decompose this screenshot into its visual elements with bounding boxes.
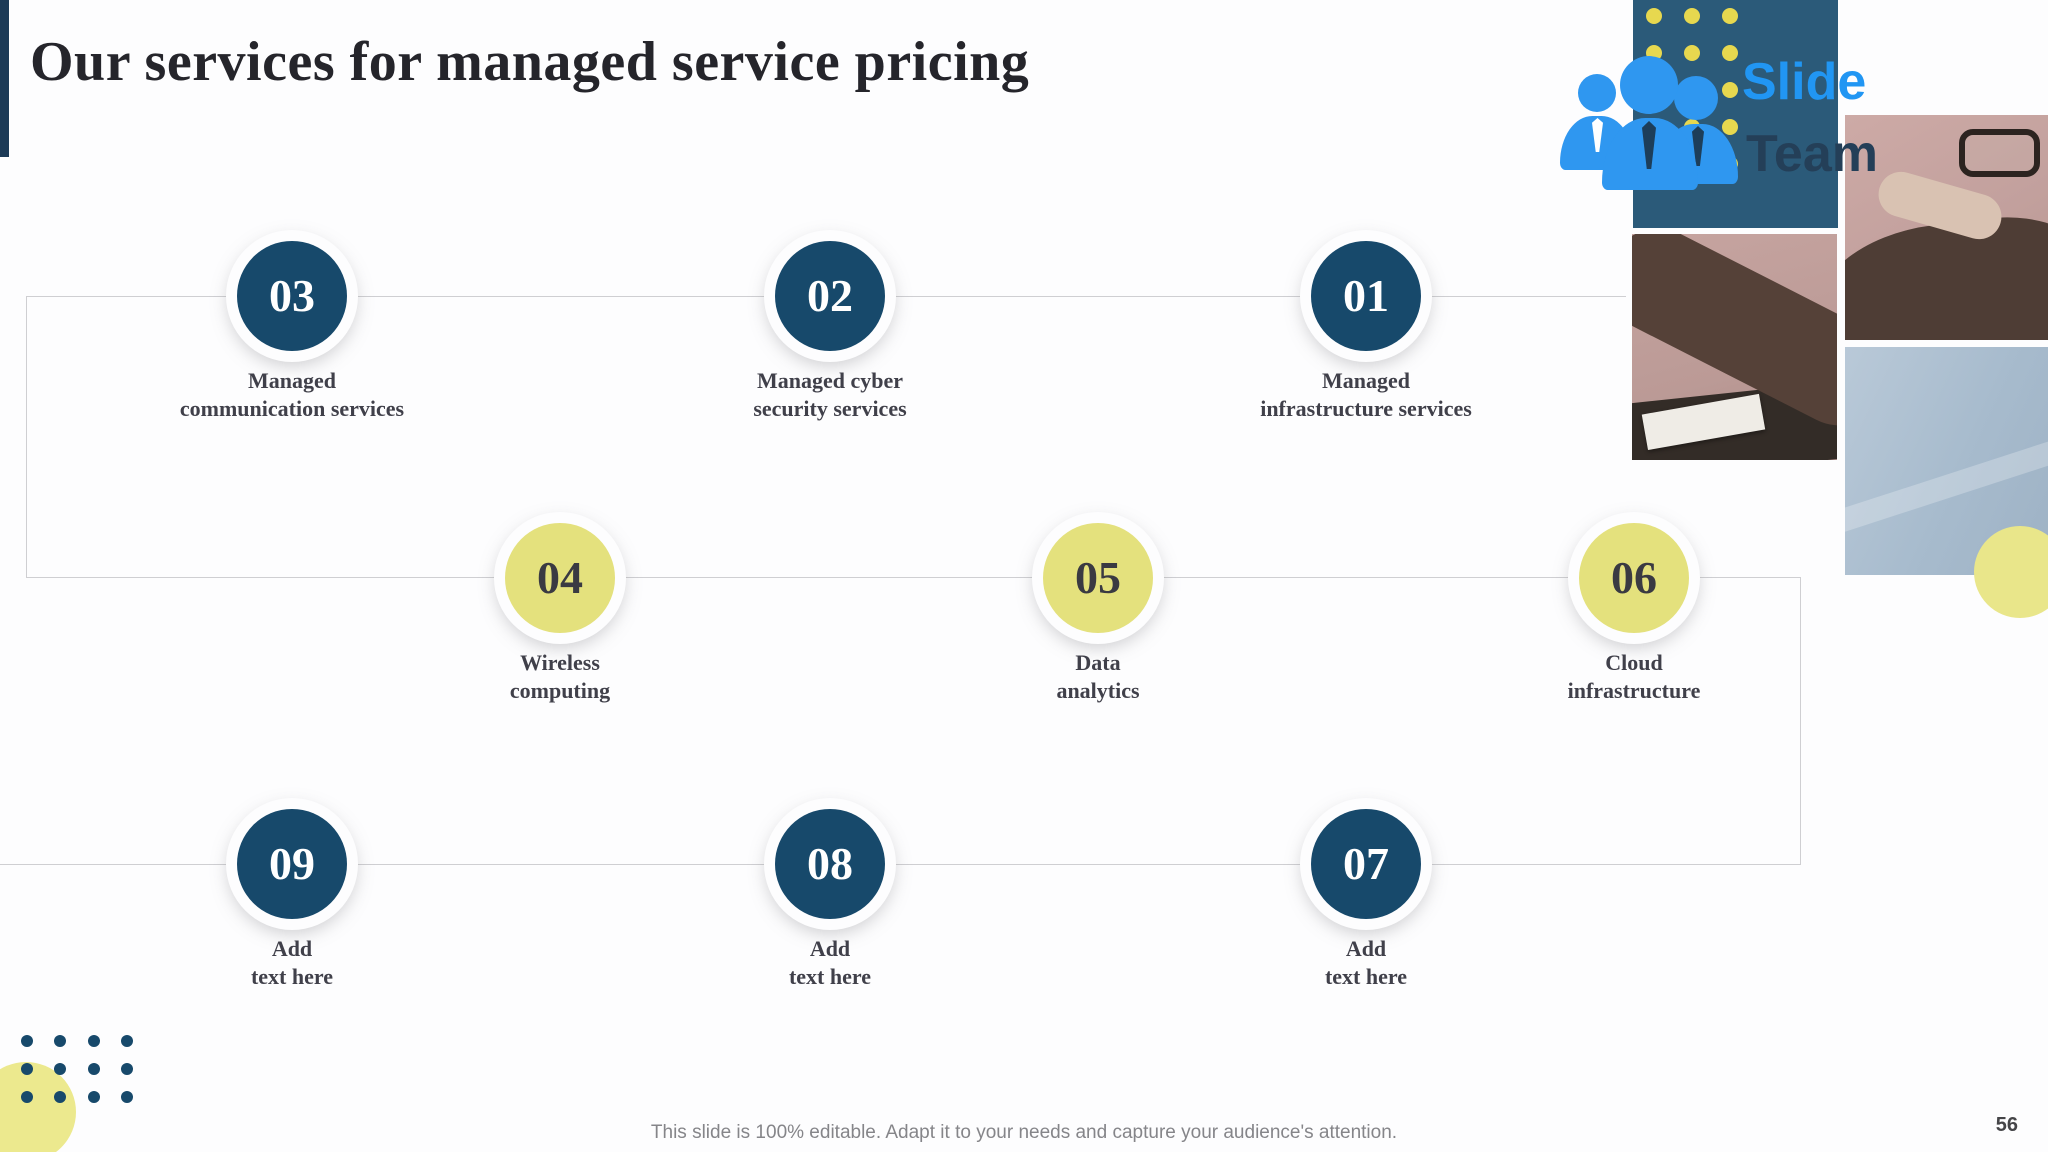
service-item-03[interactable]: 03 Managed communication services — [142, 241, 442, 422]
connector-left-vertical — [26, 296, 27, 578]
service-number-badge: 08 — [775, 809, 885, 919]
service-item-09[interactable]: 09 Add text here — [142, 809, 442, 990]
service-label: Add text here — [788, 936, 872, 989]
logo-text-slide: Slide — [1742, 53, 1867, 111]
service-item-02[interactable]: 02 Managed cyber security services — [680, 241, 980, 422]
light-streak — [1845, 425, 2048, 542]
service-label: Add text here — [1324, 936, 1408, 989]
photo-arm-on-desk — [1632, 234, 1837, 460]
dot-icon — [1722, 8, 1738, 24]
dot-icon — [1722, 82, 1738, 98]
service-label: Managed communication services — [179, 368, 405, 421]
glasses-shape — [1958, 128, 2040, 177]
service-label: Cloud infrastructure — [1567, 650, 1701, 703]
accent-bar — [0, 0, 9, 157]
service-number-badge: 04 — [505, 523, 615, 633]
logo-panel — [1633, 0, 1838, 228]
dot-icon — [1684, 8, 1700, 24]
service-number-badge: 03 — [237, 241, 347, 351]
service-item-06[interactable]: 06 Cloud infrastructure — [1484, 523, 1784, 704]
dot-icon — [1722, 45, 1738, 61]
photo-man-thinking — [1845, 115, 2048, 340]
page-number: 56 — [1995, 1114, 2018, 1136]
page-title: Our services for managed service pricing — [30, 31, 1030, 93]
service-number-badge: 05 — [1043, 523, 1153, 633]
service-number-badge: 09 — [237, 809, 347, 919]
dot-icon — [1722, 119, 1738, 135]
service-item-04[interactable]: 04 Wireless computing — [410, 523, 710, 704]
service-number-badge: 06 — [1579, 523, 1689, 633]
service-label: Wireless computing — [509, 650, 611, 703]
service-item-05[interactable]: 05 Data analytics — [948, 523, 1248, 704]
service-item-07[interactable]: 07 Add text here — [1216, 809, 1516, 990]
connector-right-vertical — [1800, 577, 1801, 865]
dot-icon — [1684, 45, 1700, 61]
service-item-08[interactable]: 08 Add text here — [680, 809, 980, 990]
dot-icon — [1646, 8, 1662, 24]
service-number-badge: 01 — [1311, 241, 1421, 351]
footer-note: This slide is 100% editable. Adapt it to… — [650, 1122, 1398, 1143]
service-number-badge: 07 — [1311, 809, 1421, 919]
service-item-01[interactable]: 01 Managed infrastructure services — [1216, 241, 1516, 422]
service-label: Managed infrastructure services — [1260, 368, 1472, 421]
connector-row2 — [26, 577, 1801, 578]
logo-text-team: Team — [1746, 125, 1878, 183]
service-number-badge: 02 — [775, 241, 885, 351]
yellow-deco-circle-right — [1974, 526, 2048, 618]
connector-row3 — [0, 864, 1801, 865]
service-label: Managed cyber security services — [753, 368, 907, 421]
service-label: Data analytics — [1056, 650, 1140, 703]
service-label: Add text here — [250, 936, 334, 989]
